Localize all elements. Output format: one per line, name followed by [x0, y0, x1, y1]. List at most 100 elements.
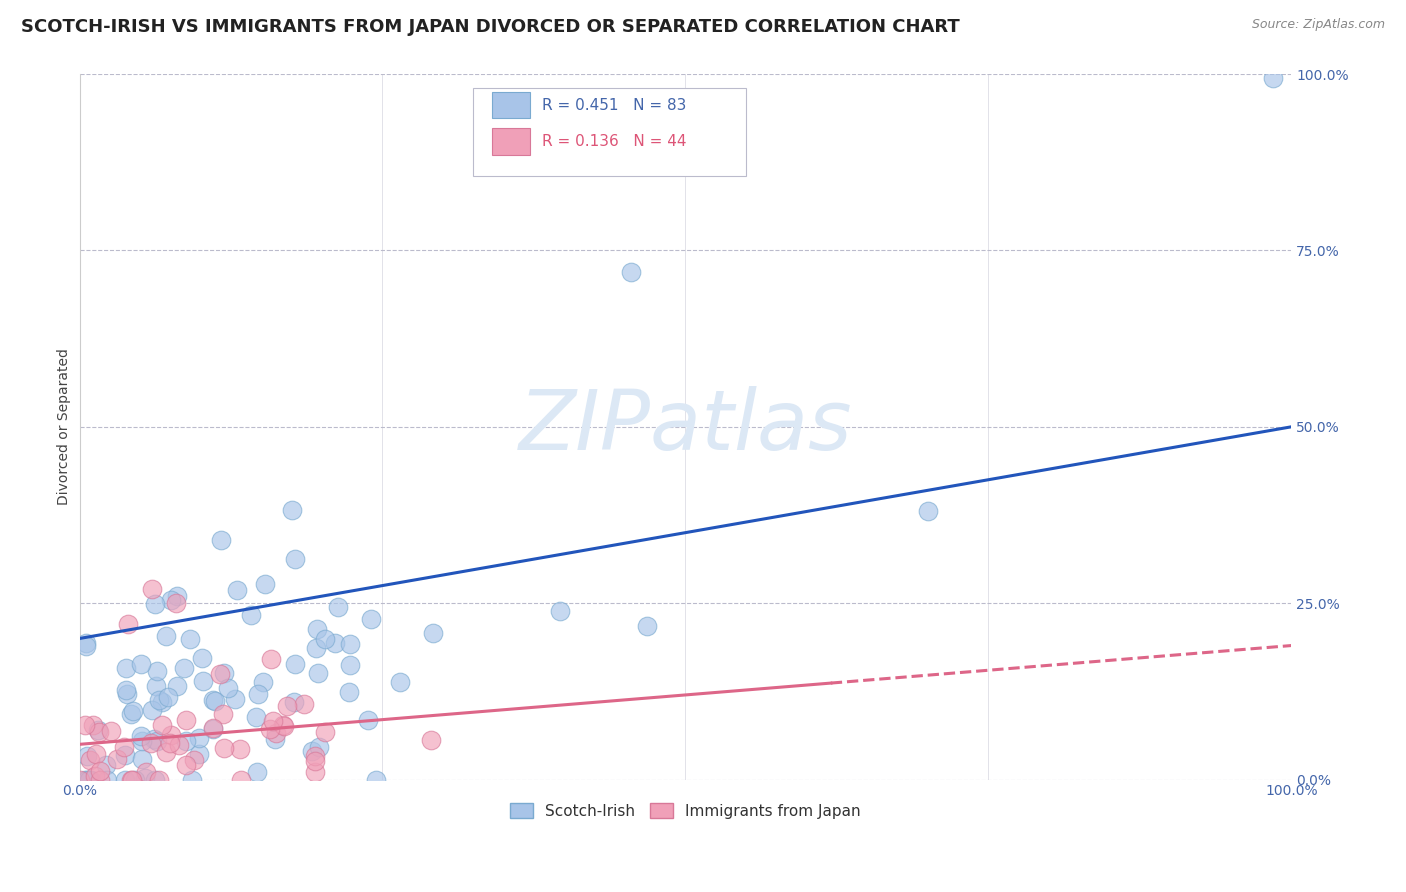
Point — [419, 733, 441, 747]
Point — [1263, 70, 1285, 85]
Point — [224, 691, 246, 706]
Point — [114, 747, 136, 762]
Point — [89, 772, 111, 787]
Point — [389, 674, 412, 689]
Point — [301, 744, 323, 758]
Point — [73, 772, 96, 787]
Point — [155, 746, 177, 760]
Text: R = 0.136   N = 44: R = 0.136 N = 44 — [543, 135, 688, 149]
Point — [284, 551, 307, 566]
Point — [273, 717, 295, 731]
Point — [217, 681, 239, 695]
Point — [160, 728, 183, 742]
Point — [157, 690, 180, 704]
Text: ZIPatlas: ZIPatlas — [519, 386, 852, 467]
Point — [180, 772, 202, 787]
Point — [143, 772, 166, 787]
Point — [166, 596, 188, 610]
Point — [188, 747, 211, 761]
Point — [308, 739, 330, 754]
Point — [246, 765, 269, 780]
Point — [167, 738, 190, 752]
Point — [252, 675, 274, 690]
Point — [262, 714, 284, 729]
Point — [117, 617, 139, 632]
Point — [94, 758, 117, 772]
Point — [422, 625, 444, 640]
Legend: Scotch-Irish, Immigrants from Japan: Scotch-Irish, Immigrants from Japan — [503, 797, 868, 825]
Point — [212, 666, 235, 681]
Point — [276, 698, 298, 713]
Point — [179, 632, 201, 647]
Point — [173, 661, 195, 675]
Point — [191, 673, 214, 688]
Point — [141, 582, 163, 596]
Text: SCOTCH-IRISH VS IMMIGRANTS FROM JAPAN DIVORCED OR SEPARATED CORRELATION CHART: SCOTCH-IRISH VS IMMIGRANTS FROM JAPAN DI… — [21, 18, 960, 36]
Point — [212, 707, 235, 722]
Point — [284, 657, 307, 671]
Point — [143, 597, 166, 611]
Point — [105, 752, 128, 766]
Point — [187, 731, 209, 746]
Point — [281, 502, 304, 516]
Point — [134, 771, 156, 785]
Point — [202, 723, 225, 737]
Point — [176, 734, 198, 748]
Point — [307, 622, 329, 636]
Point — [160, 593, 183, 607]
Point — [145, 664, 167, 678]
Point — [229, 772, 252, 787]
Point — [337, 685, 360, 699]
Point — [142, 731, 165, 746]
Point — [304, 748, 326, 763]
Point — [146, 733, 169, 747]
Point — [79, 753, 101, 767]
Point — [304, 754, 326, 768]
Point — [96, 772, 118, 787]
Point — [260, 652, 283, 666]
Point — [225, 582, 247, 597]
Point — [79, 772, 101, 787]
Point — [247, 687, 270, 701]
Point — [620, 264, 643, 278]
Point — [155, 629, 177, 643]
Point — [204, 694, 226, 708]
Text: Source: ZipAtlas.com: Source: ZipAtlas.com — [1251, 18, 1385, 31]
Point — [148, 772, 170, 787]
Point — [135, 764, 157, 779]
Point — [124, 772, 146, 787]
Point — [150, 718, 173, 732]
Point — [304, 765, 326, 780]
Point — [214, 741, 236, 756]
Point — [357, 713, 380, 727]
Point — [254, 577, 277, 591]
Point — [202, 721, 225, 735]
Point — [80, 772, 103, 787]
Point — [292, 698, 315, 712]
Point — [209, 533, 232, 547]
Point — [550, 604, 572, 618]
Point — [145, 679, 167, 693]
Point — [131, 752, 153, 766]
Point — [115, 661, 138, 675]
Point — [100, 724, 122, 739]
FancyBboxPatch shape — [474, 88, 747, 177]
Point — [77, 772, 100, 787]
Point — [307, 666, 329, 681]
Point — [131, 734, 153, 748]
Point — [129, 729, 152, 743]
Bar — [492, 92, 530, 119]
Point — [323, 635, 346, 649]
Point — [191, 650, 214, 665]
Point — [636, 619, 658, 633]
Point — [75, 718, 97, 732]
Point — [917, 504, 939, 518]
Point — [240, 608, 263, 623]
Point — [117, 687, 139, 701]
Point — [209, 667, 232, 681]
Point — [84, 747, 107, 762]
Point — [120, 706, 142, 721]
Point — [148, 692, 170, 706]
Point — [159, 736, 181, 750]
Point — [114, 772, 136, 787]
